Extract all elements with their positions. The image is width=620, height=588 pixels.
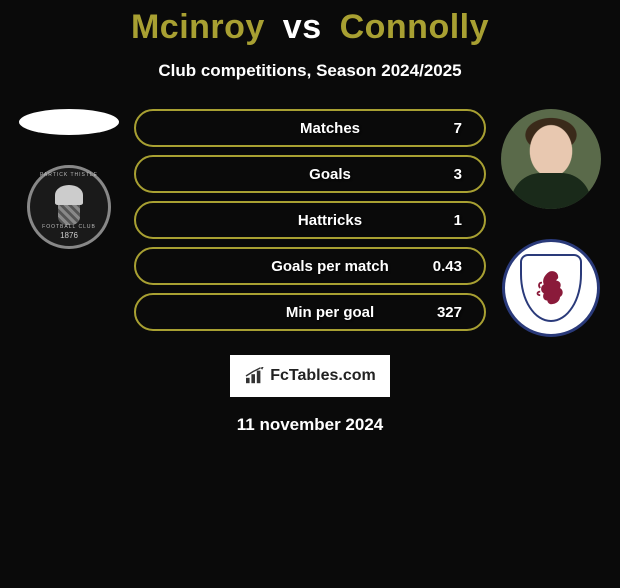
stat-row-gpm: Goals per match 0.43 xyxy=(134,247,486,285)
stat-row-mpg: Min per goal 327 xyxy=(134,293,486,331)
stat-row-matches: Matches 7 xyxy=(134,109,486,147)
snapshot-date: 11 november 2024 xyxy=(0,415,620,435)
player2-photo xyxy=(501,109,601,209)
brand-watermark: FcTables.com xyxy=(230,355,390,397)
badge1-year: 1876 xyxy=(30,231,108,240)
stat-right-hattricks: 1 xyxy=(422,212,462,229)
badge1-text-top: PARTICK THISTLE xyxy=(30,172,108,178)
player1-silhouette xyxy=(19,109,119,135)
stat-right-goals: 3 xyxy=(422,166,462,183)
player1-name: Mcinroy xyxy=(131,8,265,46)
stat-right-mpg: 327 xyxy=(422,304,462,321)
player2-name: Connolly xyxy=(340,8,489,46)
brand-text: FcTables.com xyxy=(270,367,376,385)
left-column: PARTICK THISTLE FOOTBALL CLUB 1876 xyxy=(8,109,130,339)
thistle-icon xyxy=(49,185,89,229)
player1-club-badge: PARTICK THISTLE FOOTBALL CLUB 1876 xyxy=(27,165,111,249)
stat-row-hattricks: Hattricks 1 xyxy=(134,201,486,239)
stat-right-gpm: 0.43 xyxy=(422,258,462,275)
stat-row-goals: Goals 3 xyxy=(134,155,486,193)
lion-icon xyxy=(533,268,569,308)
title-vs: vs xyxy=(283,8,322,46)
stat-right-matches: 7 xyxy=(422,120,462,137)
brand-chart-icon xyxy=(244,367,266,385)
content-area: PARTICK THISTLE FOOTBALL CLUB 1876 Match… xyxy=(0,109,620,339)
stats-bars: Matches 7 Goals 3 Hattricks 1 Goals per … xyxy=(130,109,490,339)
player2-club-badge xyxy=(502,239,600,337)
comparison-title: Mcinroy vs Connolly xyxy=(0,8,620,47)
subtitle: Club competitions, Season 2024/2025 xyxy=(0,61,620,81)
shield-icon xyxy=(520,254,582,322)
badge1-text-bottom: FOOTBALL CLUB xyxy=(30,224,108,230)
right-column xyxy=(490,109,612,339)
